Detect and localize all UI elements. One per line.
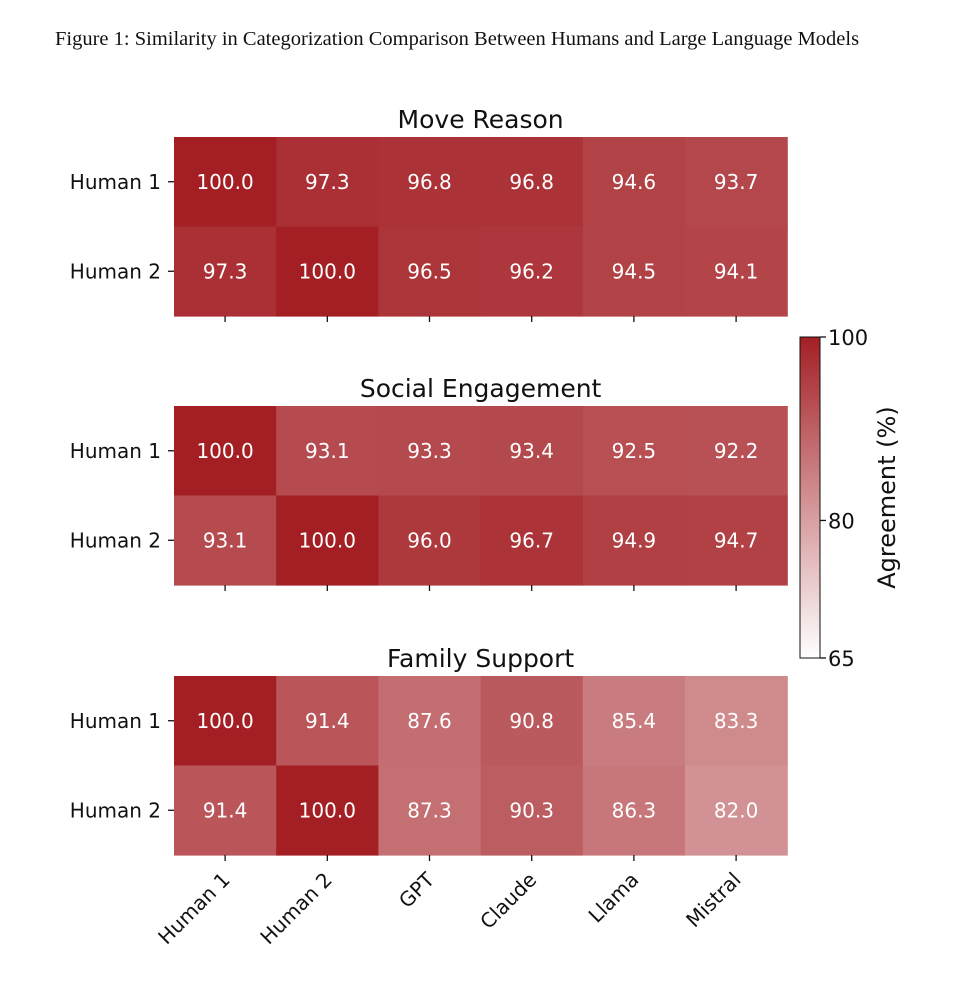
heatmap-cell (582, 765, 686, 856)
x-tick-label: Claude (475, 868, 541, 934)
heatmap-cell (480, 406, 584, 497)
panel-title: Move Reason (398, 105, 564, 134)
heatmap-cell (582, 495, 686, 586)
colorbar-tick-label: 80 (828, 509, 855, 533)
heatmap-cell (174, 406, 277, 497)
cell-value-label: 90.3 (509, 798, 554, 822)
y-tick-label: Human 2 (70, 259, 161, 283)
heatmap-cell (480, 765, 584, 856)
cell-value-label: 92.5 (612, 439, 657, 463)
cell-value-label: 86.3 (612, 798, 657, 822)
y-tick-label: Human 1 (70, 439, 161, 463)
cell-value-label: 100.0 (196, 170, 253, 194)
cell-value-label: 100.0 (196, 709, 253, 733)
cell-value-label: 85.4 (612, 709, 657, 733)
figure-caption: Figure 1: Similarity in Categorization C… (55, 28, 860, 50)
cell-value-label: 93.4 (509, 439, 554, 463)
cell-value-label: 100.0 (299, 259, 356, 283)
heatmap-cell (378, 406, 482, 497)
cell-value-label: 93.3 (407, 439, 452, 463)
heatmap-cell (174, 765, 277, 856)
heatmap-cell (582, 226, 686, 317)
cell-value-label: 96.7 (509, 528, 554, 552)
x-tick-label: Mistral (681, 868, 745, 932)
heatmap-panel: Social Engagement Human 1 100.0 93.1 93.3 93.… (70, 374, 788, 591)
heatmap-cell (480, 137, 584, 228)
heatmap-cell (276, 226, 379, 317)
cell-value-label: 90.8 (509, 709, 554, 733)
heatmap-cell (582, 676, 686, 767)
heatmap-cell (378, 226, 482, 317)
cell-value-label: 91.4 (305, 709, 350, 733)
cell-value-label: 87.6 (407, 709, 452, 733)
heatmap-cell (174, 137, 277, 228)
heatmap-cell (174, 495, 277, 586)
heatmap-cell (378, 765, 482, 856)
heatmap-cell (685, 676, 788, 767)
cell-value-label: 83.3 (714, 709, 759, 733)
heatmap-cell (480, 226, 584, 317)
heatmap-cell (378, 676, 482, 767)
heatmap-cell (685, 226, 788, 317)
cell-value-label: 97.3 (203, 259, 248, 283)
cell-value-label: 94.1 (714, 259, 759, 283)
heatmap-cell (480, 495, 584, 586)
cell-value-label: 93.1 (203, 528, 248, 552)
heatmap-cell (276, 406, 379, 497)
y-tick-label: Human 1 (70, 170, 161, 194)
heatmap-cell (276, 676, 379, 767)
cell-value-label: 87.3 (407, 798, 452, 822)
cell-value-label: 96.2 (509, 259, 554, 283)
cell-value-label: 93.7 (714, 170, 759, 194)
cell-value-label: 94.5 (612, 259, 657, 283)
heatmap-cell (378, 137, 482, 228)
cell-value-label: 94.6 (612, 170, 657, 194)
cell-value-label: 100.0 (196, 439, 253, 463)
x-tick-label: GPT (394, 867, 440, 913)
cell-value-label: 94.7 (714, 528, 759, 552)
cell-value-label: 100.0 (299, 528, 356, 552)
x-tick-label: Human 2 (255, 868, 336, 949)
heatmap-cell (378, 495, 482, 586)
colorbar-label: Agreement (%) (873, 406, 901, 588)
cell-value-label: 97.3 (305, 170, 350, 194)
cell-value-label: 82.0 (714, 798, 759, 822)
heatmap-cell (174, 226, 277, 317)
cell-value-label: 94.9 (612, 528, 657, 552)
cell-value-label: 100.0 (299, 798, 356, 822)
cell-value-label: 92.2 (714, 439, 759, 463)
colorbar: 65 80 100 Agreement (%) (799, 326, 901, 671)
panel-title: Family Support (387, 644, 574, 673)
heatmap-cell (276, 495, 379, 586)
cell-value-label: 96.8 (407, 170, 452, 194)
colorbar-tick-label: 100 (828, 326, 868, 350)
cell-value-label: 96.5 (407, 259, 452, 283)
cell-value-label: 91.4 (203, 798, 248, 822)
heatmap-cell (685, 137, 788, 228)
heatmap-cell (685, 765, 788, 856)
cell-value-label: 93.1 (305, 439, 350, 463)
heatmap-cell (174, 676, 277, 767)
colorbar-gradient (799, 336, 821, 659)
cell-value-label: 96.8 (509, 170, 554, 194)
heatmap-cell (276, 765, 379, 856)
heatmap-panel: Family Support Human 1 100.0 91.4 87.6 90.8 85… (70, 644, 788, 861)
y-tick-label: Human 2 (70, 528, 161, 552)
x-tick-label: Llama (584, 868, 644, 928)
heatmap-cell (276, 137, 379, 228)
heatmap-cell (685, 406, 788, 497)
cell-value-label: 96.0 (407, 528, 452, 552)
colorbar-tick-label: 65 (828, 647, 855, 671)
x-tick-label: Human 1 (153, 868, 234, 949)
heatmap-cell (480, 676, 584, 767)
panel-title: Social Engagement (360, 374, 602, 403)
y-tick-label: Human 2 (70, 798, 161, 822)
heatmap-panel: Move Reason Human 1 100.0 97.3 96.8 96.8 94.6 9… (70, 105, 788, 322)
heatmap-cell (582, 406, 686, 497)
heatmap-cell (582, 137, 686, 228)
y-tick-label: Human 1 (70, 709, 161, 733)
heatmap-cell (685, 495, 788, 586)
